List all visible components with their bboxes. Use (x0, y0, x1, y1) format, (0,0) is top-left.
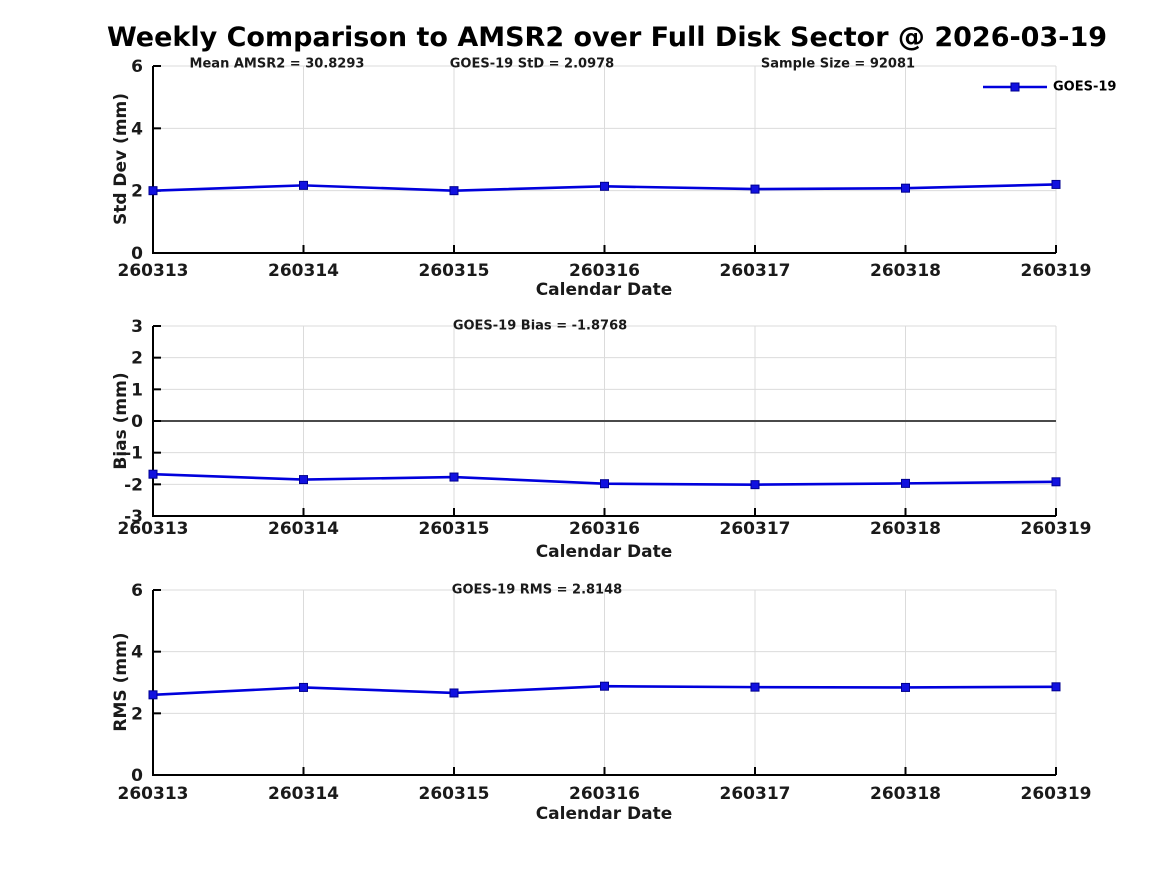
data-marker (148, 690, 158, 700)
data-marker (449, 472, 459, 482)
annotation-sample-size: Sample Size = 92081 (760, 56, 916, 72)
data-marker (600, 181, 609, 191)
x-tick-label: 260319 (1021, 784, 1092, 804)
data-marker (600, 479, 609, 489)
data-marker (299, 475, 308, 485)
data-marker (750, 480, 760, 490)
x-tick-label: 260314 (268, 784, 339, 804)
y-tick-label: 6 (131, 581, 143, 601)
x-tick-label: 260318 (870, 261, 941, 281)
x-tick-label: 260315 (419, 519, 490, 539)
data-marker (901, 682, 910, 692)
x-tick-label: 260319 (1021, 261, 1092, 281)
y-tick-label: 2 (131, 349, 143, 369)
legend-sample (983, 82, 1047, 92)
y-tick-label: -1 (124, 444, 143, 464)
y-tick-label: 1 (131, 380, 143, 400)
ylabel-stddev: Std Dev (mm) (111, 92, 131, 226)
x-tick-label: 260316 (569, 519, 640, 539)
x-tick-label: 260318 (870, 519, 941, 539)
y-tick-label: -2 (124, 475, 143, 495)
y-tick-label: 4 (131, 643, 143, 663)
x-tick-label: 260317 (720, 784, 791, 804)
ylabel-rms: RMS (mm) (111, 632, 131, 732)
y-tick-label: 0 (131, 766, 143, 786)
y-tick-label: 0 (131, 244, 143, 264)
data-marker (1051, 682, 1061, 692)
data-marker (901, 478, 910, 488)
x-tick-label: 260318 (870, 784, 941, 804)
annotation-goes19-rms: GOES-19 RMS = 2.8148 (451, 582, 623, 598)
xlabel-rms: Calendar Date (535, 804, 673, 824)
legend-label: GOES-19 (1053, 79, 1117, 95)
data-marker (148, 469, 158, 479)
annotation-goes19-std: GOES-19 StD = 2.0978 (449, 56, 615, 72)
ylabel-bias: Bias (mm) (111, 372, 131, 470)
x-tick-label: 260315 (419, 784, 490, 804)
y-tick-label: 3 (131, 317, 143, 337)
data-marker (1051, 179, 1061, 189)
chart-title: Weekly Comparison to AMSR2 over Full Dis… (106, 22, 1108, 53)
data-marker (449, 186, 459, 196)
data-marker (600, 681, 609, 691)
y-tick-label: 0 (131, 412, 143, 432)
x-tick-label: 260317 (720, 519, 791, 539)
data-marker (299, 180, 308, 190)
annotation-goes19-bias: GOES-19 Bias = -1.8768 (452, 318, 628, 334)
x-tick-label: 260313 (118, 261, 189, 281)
x-tick-label: 260314 (268, 261, 339, 281)
x-tick-label: 260317 (720, 261, 791, 281)
x-tick-label: 260316 (569, 784, 640, 804)
x-tick-label: 260313 (118, 784, 189, 804)
y-tick-label: 2 (131, 182, 143, 202)
y-tick-label: 6 (131, 57, 143, 77)
y-tick-label: 2 (131, 704, 143, 724)
data-marker (299, 682, 308, 692)
subplot-2: 0 2 4 6 260313 260314 260315 260316 260317 260318… (118, 581, 1092, 804)
x-tick-label: 260313 (118, 519, 189, 539)
x-tick-label: 260319 (1021, 519, 1092, 539)
data-marker (1051, 477, 1061, 487)
x-tick-label: 260315 (419, 261, 490, 281)
data-marker (750, 682, 760, 692)
subplot-0: 0 2 4 6 260313 260314 260315 260316 260317 260318… (118, 57, 1092, 281)
xlabel-stddev: Calendar Date (535, 280, 673, 300)
xlabel-bias: Calendar Date (535, 542, 673, 562)
data-marker (901, 183, 910, 193)
y-tick-label: -3 (124, 507, 143, 527)
subplot-1: -3 -2 -1 0 1 2 3 260313 260314 260315 260316 260317… (118, 317, 1092, 539)
data-marker (148, 186, 158, 196)
x-tick-label: 260314 (268, 519, 339, 539)
x-tick-label: 260316 (569, 261, 640, 281)
data-marker (750, 184, 760, 194)
data-marker (449, 688, 459, 698)
y-tick-label: 4 (131, 119, 143, 139)
annotation-mean-amsr2: Mean AMSR2 = 30.8293 (189, 56, 365, 72)
